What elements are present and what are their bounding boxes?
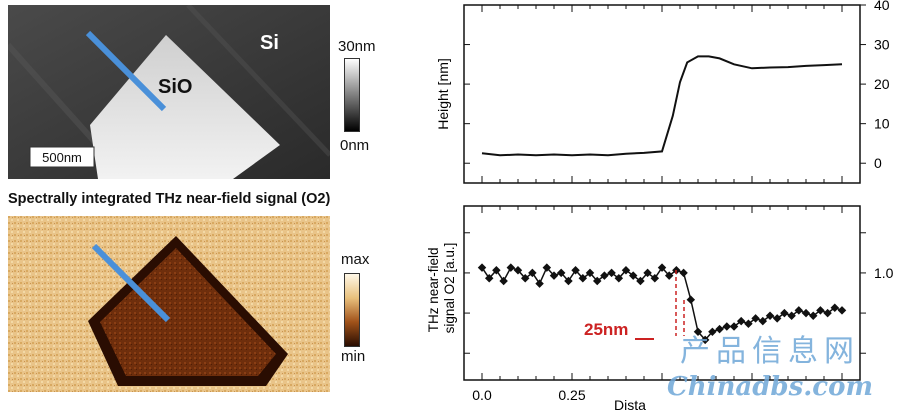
- afm-colorbar-top-label: 30nm: [338, 38, 376, 55]
- sio-plate-interior: [100, 248, 276, 376]
- thz-y-axis-label-line1: THz near-field: [428, 247, 441, 332]
- scale-bar-label: 500nm: [42, 150, 82, 165]
- thz-y-axis-label: THz near-field signal O2 [a.u.]: [428, 243, 457, 334]
- thz-y-ticks: 1.0: [464, 232, 894, 354]
- afm-height-image: Si SiO 500nm: [5, 3, 332, 182]
- afm-colorbar: [344, 58, 360, 132]
- thz-data-point: [722, 322, 732, 331]
- height-y-tick-label: 40: [874, 0, 890, 13]
- sio-plate: [90, 35, 280, 179]
- thz-colorbar-top-label: max: [341, 251, 370, 268]
- afm-colorbar-bottom-label: 0nm: [340, 137, 370, 154]
- thz-data-point: [506, 263, 516, 272]
- thz-data-point: [744, 319, 753, 329]
- afm-height-map: Si SiO 500nm: [5, 3, 332, 182]
- profile-line: [85, 30, 167, 112]
- thz-data-point: [816, 306, 825, 315]
- thz-x-tick-label: 0.0: [472, 387, 492, 403]
- thz-data-point: [592, 276, 602, 286]
- thz-profile-chart: 0.0 0.25 1.0 25nm THz near-field signal O…: [428, 205, 894, 413]
- thz-series-points: [477, 263, 847, 345]
- thz-data-point: [556, 268, 566, 278]
- thz-data-point: [679, 268, 688, 278]
- thz-data-point: [808, 311, 818, 321]
- thz-near-field-image: [8, 216, 330, 392]
- height-plot-frame: [463, 4, 861, 184]
- height-y-tick-label: 10: [874, 116, 890, 132]
- thz-data-point: [578, 274, 588, 283]
- thz-data-point: [787, 311, 796, 321]
- profile-line-thz: [91, 243, 171, 323]
- thz-map-title: Spectrally integrated THz near-field sig…: [8, 191, 331, 207]
- thz-data-point: [614, 274, 624, 283]
- height-series-line: [481, 55, 843, 157]
- thz-x-axis-label: Dista: [614, 397, 646, 413]
- thz-data-point: [535, 279, 544, 288]
- thz-data-point: [772, 314, 782, 323]
- thz-data-point: [492, 265, 501, 275]
- thz-data-point: [477, 263, 487, 272]
- label-si: Si: [260, 32, 279, 54]
- thz-colorbar: [344, 273, 360, 347]
- thz-plot-frame: [463, 205, 861, 381]
- height-y-tick-label: 0: [874, 155, 882, 171]
- thz-data-point: [686, 295, 696, 304]
- height-y-ticks: 40 30 20 10 0: [464, 0, 890, 171]
- thz-data-point: [729, 322, 739, 331]
- label-sio: SiO: [158, 76, 192, 98]
- thz-data-point: [571, 265, 580, 275]
- thz-y-axis-label-line2: signal O2 [a.u.]: [442, 243, 457, 334]
- thz-data-point: [513, 265, 523, 275]
- thz-data-point: [621, 265, 631, 275]
- thz-x-tick-label: 0.25: [558, 387, 585, 403]
- thz-data-point: [657, 263, 667, 272]
- thz-near-field-map: [8, 216, 330, 392]
- thz-data-point: [585, 268, 595, 278]
- height-x-ticks: [481, 5, 843, 183]
- thz-data-point: [528, 268, 537, 278]
- thz-data-point: [765, 311, 775, 321]
- thz-data-point: [700, 335, 710, 345]
- thz-data-point: [499, 276, 508, 286]
- thz-colorbar-bottom-label: min: [341, 348, 366, 365]
- height-y-tick-label: 30: [874, 37, 890, 53]
- thz-series-line: [481, 266, 843, 341]
- scale-bar-box: [29, 146, 95, 168]
- thz-data-point: [715, 324, 724, 334]
- thz-data-point: [830, 303, 840, 312]
- height-y-axis-label: Height [nm]: [435, 58, 451, 130]
- thz-data-point: [600, 271, 609, 280]
- thz-data-point: [837, 306, 847, 315]
- height-y-tick-label: 20: [874, 76, 890, 92]
- thz-data-point: [801, 308, 811, 318]
- thz-y-tick-label: 1.0: [874, 265, 894, 281]
- thz-data-point: [650, 274, 660, 283]
- annotation-25nm: 25nm: [584, 320, 628, 339]
- height-profile-chart: 40 30 20 10 0 Height [nm]: [435, 0, 890, 184]
- thz-x-ticks: 0.0 0.25: [472, 206, 843, 403]
